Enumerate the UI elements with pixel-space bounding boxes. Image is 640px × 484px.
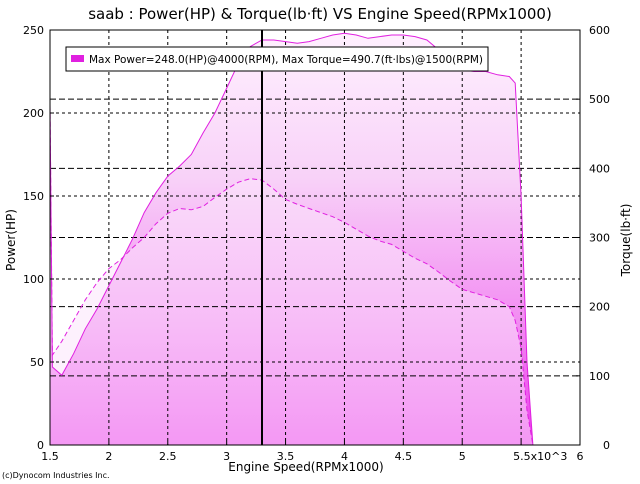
legend: Max Power=248.0(HP)@4000(RPM), Max Torqu… <box>65 46 489 72</box>
left-axis-label: Power(HP) <box>4 209 18 271</box>
left-tick-label: 50 <box>30 356 44 369</box>
x-tick-label: 5 <box>459 450 466 463</box>
right-tick-label: 200 <box>589 301 610 314</box>
x-axis-ticks: 1.5 2 2.5 3 3.5 4 4.5 5 5.5x10^3 6 <box>41 441 584 463</box>
right-tick-label: 100 <box>589 370 610 383</box>
grid-lines <box>50 30 580 445</box>
right-axis-ticks: 0 100 200 300 400 500 600 <box>576 24 610 452</box>
x-tick-label: 4 <box>341 450 348 463</box>
series-fill-torque <box>50 105 533 445</box>
chart-title: saab : Power(HP) & Torque(lb·ft) VS Engi… <box>88 5 552 23</box>
right-tick-label: 300 <box>589 232 610 245</box>
x-tick-label: 6 <box>577 450 584 463</box>
left-tick-label: 200 <box>23 107 44 120</box>
left-tick-label: 250 <box>23 24 44 37</box>
right-tick-label: 0 <box>603 439 610 452</box>
x-tick-label: 4.5 <box>395 450 413 463</box>
right-tick-label: 400 <box>589 162 610 175</box>
x-tick-label: 3.5 <box>277 450 295 463</box>
left-axis-ticks: 0 50 100 150 200 250 <box>23 24 54 452</box>
legend-text: Max Power=248.0(HP)@4000(RPM), Max Torqu… <box>89 54 483 66</box>
right-tick-label: 500 <box>589 93 610 106</box>
legend-swatch <box>71 55 84 62</box>
series-fills <box>50 33 533 445</box>
x-tick-label: 3 <box>223 450 230 463</box>
x-tick-label: 5.5x10^3 <box>513 450 567 463</box>
left-tick-label: 0 <box>37 439 44 452</box>
x-tick-label: 2.5 <box>159 450 177 463</box>
left-tick-label: 100 <box>23 273 44 286</box>
right-tick-label: 600 <box>589 24 610 37</box>
right-axis-label: Torque(lb·ft) <box>619 204 633 278</box>
x-axis-label: Engine Speed(RPMx1000) <box>228 460 384 474</box>
legend-box <box>65 46 489 72</box>
series-line-torque <box>50 105 534 445</box>
copyright-text: (c)Dynocom Industries Inc. <box>2 471 110 480</box>
x-tick-label: 1.5 <box>41 450 59 463</box>
left-tick-label: 150 <box>23 190 44 203</box>
x-tick-label: 2 <box>105 450 112 463</box>
